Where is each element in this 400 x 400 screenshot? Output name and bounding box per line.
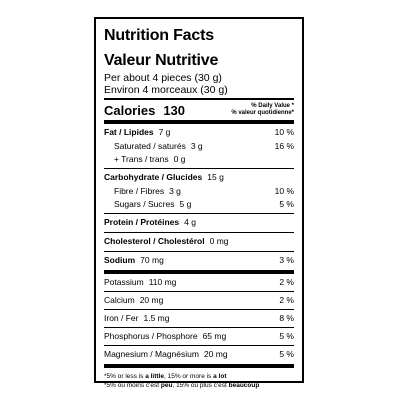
nutrient-label: Saturated / saturés (114, 140, 186, 151)
nutrient-label: Magnesium / Magnésium (104, 348, 199, 359)
nutrient-label: Fibre / Fibres (114, 185, 165, 196)
nutrient-row-sodium: Sodium 70 mg 3 % (104, 252, 294, 267)
footnote-emphasis: beaucoup (228, 382, 260, 389)
footnote-emphasis: peu (160, 382, 173, 389)
footnote-text: , 15% ou plus c'est (172, 382, 227, 389)
nutrient-amount: 15 g (207, 171, 224, 182)
nutrient-percent: 2 % (279, 294, 294, 305)
footnote-emphasis: a little (145, 373, 164, 380)
nutrient-amount: 65 mg (202, 330, 227, 341)
nutrient-amount: 110 mg (148, 276, 177, 287)
footnote-text: *5% or less is (104, 373, 144, 380)
nutrient-label: Phosphorus / Phosphore (104, 330, 198, 341)
nutrient-percent: 5 % (279, 330, 294, 341)
daily-value-header-french: % valeur quotidienne* (231, 110, 294, 116)
serving-size-english: Per about 4 pieces (30 g) (104, 72, 222, 84)
nutrient-row-fibre: Fibre / Fibres 3 g 10 % (104, 184, 294, 197)
nutrient-label: Iron / Fer (104, 312, 139, 323)
nutrient-label: Sugars / Sucres (114, 198, 175, 209)
nutrient-percent: 8 % (279, 312, 294, 323)
nutrient-amount: 4 g (184, 216, 196, 227)
nutrient-amount: 3 g (190, 140, 203, 151)
divider (104, 232, 294, 233)
footnote: *5% or less is a little, 15% or more is … (104, 372, 294, 390)
nutrient-percent: 10 % (274, 126, 294, 137)
nutrition-facts-label: Nutrition Facts Valeur Nutritive Per abo… (94, 17, 304, 389)
footnote-english: *5% or less is a little, 15% or more is … (104, 372, 294, 381)
daily-value-header-english: % Daily Value * (251, 103, 294, 109)
nutrient-amount: 5 g (179, 198, 192, 209)
calories-value: 130 (163, 103, 186, 118)
nutrient-row-protein: Protein / Protéines 4 g (104, 214, 294, 229)
nutrient-amount: 0 mg (209, 235, 229, 246)
calories-row: Calories 130 % Daily Value * % valeur quo… (104, 100, 294, 120)
nutrient-percent: 10 % (274, 185, 294, 196)
daily-value-header: % Daily Value * % valeur quotidienne* (231, 103, 294, 117)
divider-heavy (104, 270, 294, 274)
divider (104, 168, 294, 169)
nutrient-row-potassium: Potassium 110 mg 2 % (104, 274, 294, 289)
nutrient-percent: 3 % (279, 254, 294, 265)
nutrient-label: Protein / Protéines (104, 216, 180, 227)
nutrient-label: Calcium (104, 294, 135, 305)
divider (104, 251, 294, 252)
title-french: Valeur Nutritive (104, 52, 219, 69)
nutrient-row-sugars: Sugars / Sucres 5 g 5 % (104, 197, 294, 210)
divider (104, 291, 294, 292)
nutrient-amount: 70 mg (140, 254, 164, 265)
divider (104, 309, 294, 310)
nutrient-row-saturated: Saturated / saturés 3 g 16 % (104, 139, 294, 152)
nutrient-row-carbohydrate: Carbohydrate / Glucides 15 g (104, 169, 294, 184)
divider (104, 98, 294, 100)
nutrient-label: Cholesterol / Cholestérol (104, 235, 205, 246)
nutrient-percent: 2 % (279, 276, 294, 287)
divider-heavy (104, 120, 294, 124)
nutrient-row-fat: Fat / Lipides 7 g 10 % (104, 124, 294, 139)
nutrient-row-magnesium: Magnesium / Magnésium 20 mg 5 % (104, 346, 294, 361)
nutrient-label: Fat / Lipides (104, 126, 154, 137)
nutrient-row-trans: + Trans / trans 0 g (104, 152, 294, 165)
nutrient-label: Potassium (104, 276, 144, 287)
nutrient-percent: 5 % (279, 348, 294, 359)
nutrient-row-phosphorus: Phosphorus / Phosphore 65 mg 5 % (104, 328, 294, 343)
divider-heavy (104, 364, 294, 368)
nutrient-row-cholesterol: Cholesterol / Cholestérol 0 mg (104, 233, 294, 248)
nutrient-label: Sodium (104, 254, 136, 265)
footnote-emphasis: a lot (213, 373, 227, 380)
nutrient-amount: 3 g (169, 185, 181, 196)
nutrient-row-calcium: Calcium 20 mg 2 % (104, 292, 294, 307)
nutrient-percent: 16 % (274, 140, 294, 151)
nutrient-row-iron: Iron / Fer 1.5 mg 8 % (104, 310, 294, 325)
nutrient-amount: 20 mg (139, 294, 164, 305)
nutrient-percent: 5 % (279, 198, 294, 209)
nutrient-amount: 0 g (173, 153, 186, 164)
calories-label: Calories (104, 103, 156, 118)
nutrient-label: Carbohydrate / Glucides (104, 171, 203, 182)
nutrient-amount: 7 g (158, 126, 171, 137)
serving-size-french: Environ 4 morceaux (30 g) (104, 84, 228, 96)
nutrient-amount: 1.5 mg (143, 312, 170, 323)
divider (104, 327, 294, 328)
title-english: Nutrition Facts (104, 27, 214, 44)
footnote-french: *5% ou moins c'est peu, 15% ou plus c'es… (104, 381, 294, 390)
nutrient-amount: 20 mg (203, 348, 228, 359)
footnote-text: *5% ou moins c'est (104, 382, 160, 389)
nutrient-label: + Trans / trans (114, 153, 169, 164)
divider (104, 345, 294, 346)
divider (104, 213, 294, 214)
footnote-text: , 15% or more is (163, 373, 212, 380)
